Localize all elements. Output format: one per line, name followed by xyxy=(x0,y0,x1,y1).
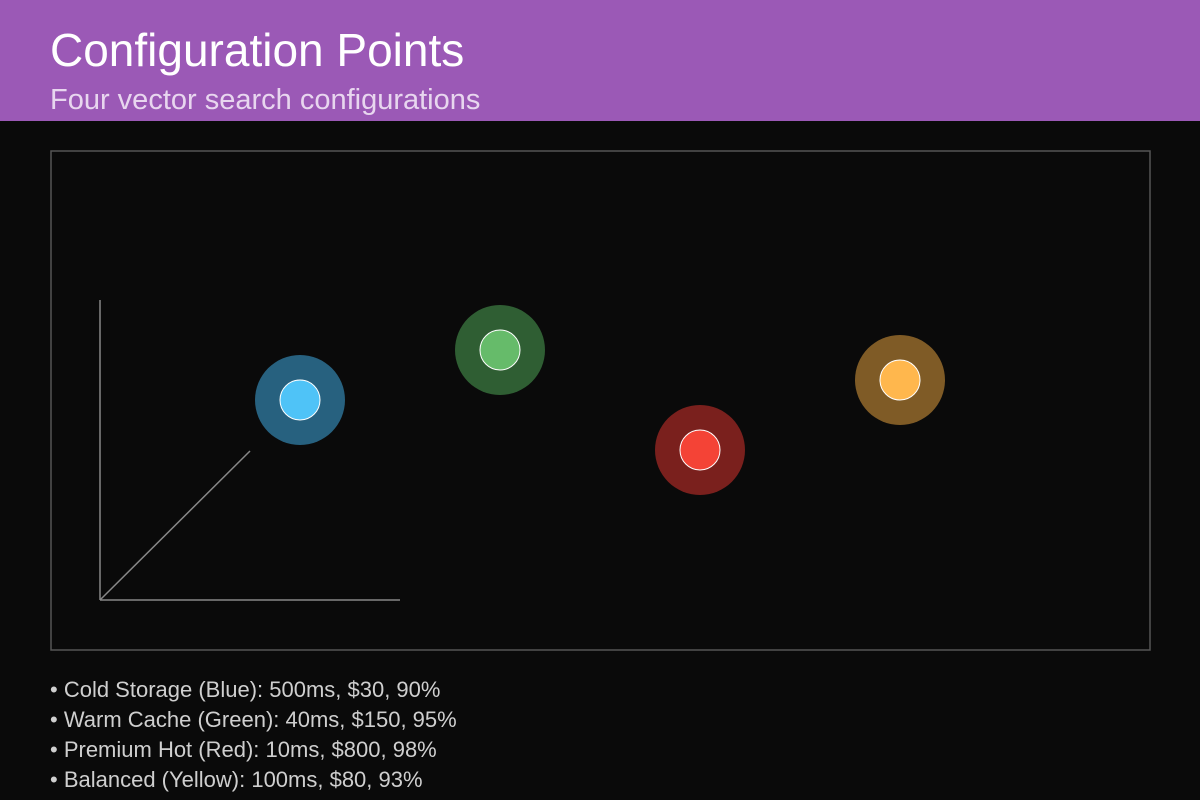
legend-item-balanced: • Balanced (Yellow): 100ms, $80, 93% xyxy=(50,767,423,792)
point-core-premium-hot xyxy=(679,429,721,471)
z-axis xyxy=(99,450,251,601)
header-bar: Configuration Points Four vector search … xyxy=(0,0,1200,121)
legend-item-premium-hot: • Premium Hot (Red): 10ms, $800, 98% xyxy=(50,737,437,762)
point-cold-storage xyxy=(255,355,345,445)
point-warm-cache xyxy=(455,305,545,395)
chart-frame xyxy=(50,150,1151,651)
point-balanced xyxy=(855,335,945,425)
legend-list: • Cold Storage (Blue): 500ms, $30, 90% •… xyxy=(50,675,457,795)
legend-item-warm-cache: • Warm Cache (Green): 40ms, $150, 95% xyxy=(50,707,457,732)
point-core-cold-storage xyxy=(279,379,321,421)
point-core-balanced xyxy=(879,359,921,401)
page-title: Configuration Points xyxy=(50,24,465,76)
points-layer xyxy=(255,305,945,495)
legend-item-cold-storage: • Cold Storage (Blue): 500ms, $30, 90% xyxy=(50,677,441,702)
point-premium-hot xyxy=(655,405,745,495)
point-core-warm-cache xyxy=(479,329,521,371)
axes xyxy=(99,300,400,601)
page-subtitle: Four vector search configurations xyxy=(50,84,481,116)
